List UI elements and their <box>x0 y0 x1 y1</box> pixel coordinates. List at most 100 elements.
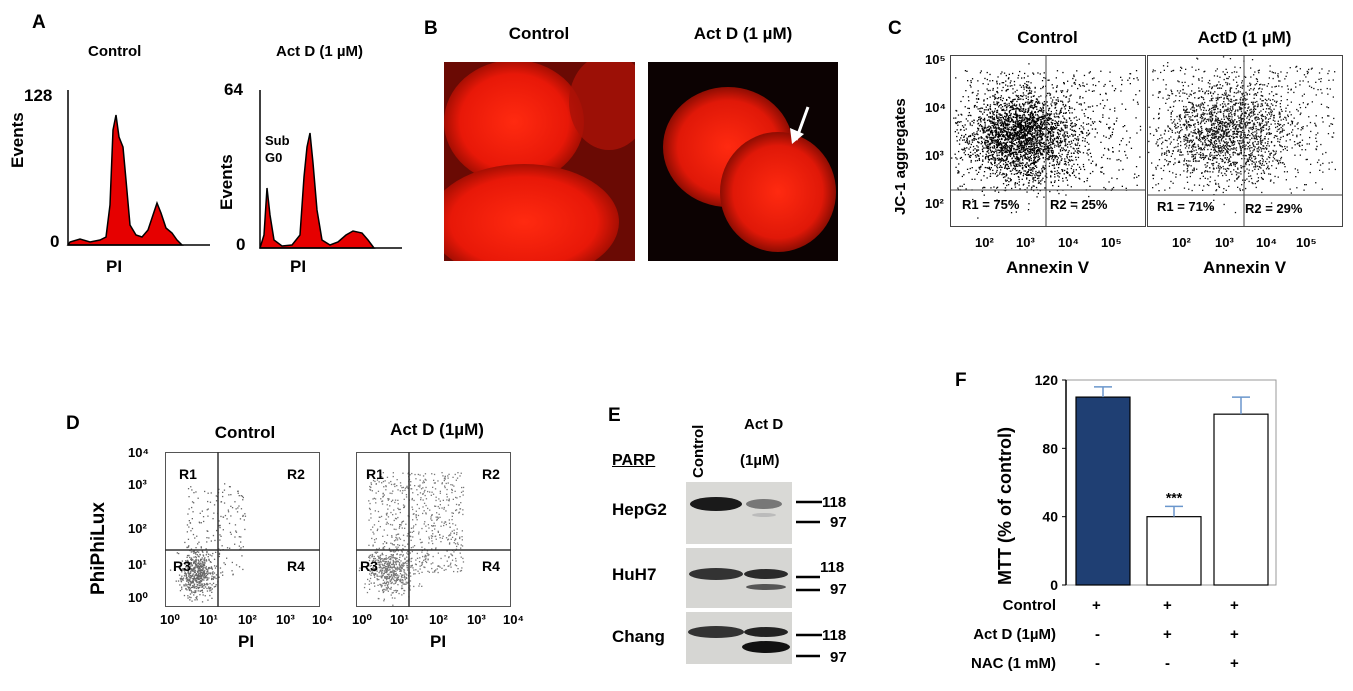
panel-e-blot-chang <box>686 612 792 664</box>
panel-c-control-xtick: 10⁴ <box>1058 235 1079 250</box>
panel-f-cell: + <box>1230 655 1239 672</box>
control-nucleus-1 <box>444 62 584 184</box>
panel-d-control-r2: R2 <box>287 466 305 482</box>
panel-a-control-ymin: 0 <box>50 232 60 251</box>
marker-118: 118 <box>822 627 846 644</box>
panel-e-blot-huh7 <box>686 548 792 608</box>
panel-a-control-ymax: 128 <box>24 86 53 105</box>
panel-b-actd-micrograph <box>648 62 838 261</box>
control-nucleus-2 <box>444 164 619 261</box>
panel-b-control-title: Control <box>508 24 570 43</box>
panel-c-control-xlabel: Annexin V <box>1005 258 1090 277</box>
panel-d-control-xtick: 10¹ <box>199 612 218 627</box>
panel-d-control-title: Control <box>214 423 276 442</box>
panel-b-control-micrograph <box>444 62 635 261</box>
bar <box>1146 516 1202 586</box>
panel-d-control-r3: R3 <box>173 558 191 574</box>
panel-c-ytick: 10⁵ <box>925 52 946 67</box>
actd-cell-cycle-histogram <box>258 132 376 249</box>
panel-d-control-xtick: 10⁴ <box>312 612 333 627</box>
panel-b-label: B <box>424 18 438 39</box>
panel-f-cell: + <box>1163 626 1172 643</box>
actd-event-cloud <box>1148 56 1336 214</box>
bar <box>1075 396 1131 586</box>
panel-a-control-ylabel: Events <box>8 112 27 168</box>
marker-97: 97 <box>830 581 847 598</box>
control-event-cloud <box>951 63 1142 219</box>
panel-f-cond-nac: NAC (1 mM) <box>971 655 1056 672</box>
panel-c-actd-plot: R1 = 71% R2 = 29% <box>1147 55 1343 227</box>
panel-f-ylabel: MTT (% of control) <box>995 427 1015 585</box>
panel-c-ylabel: JC-1 aggregates <box>892 98 909 215</box>
panel-f-cell: + <box>1092 597 1101 614</box>
panel-f-cond-control: Control <box>1002 597 1056 614</box>
panel-a-actd-histogram <box>258 90 402 249</box>
panel-c-actd-title: ActD (1 µM) <box>1197 28 1292 47</box>
panel-c-control-xtick: 10² <box>975 235 994 250</box>
marker-118: 118 <box>822 494 846 511</box>
panel-d-control-xtick: 10² <box>238 612 257 627</box>
panel-e-col-actd-line1: Act D <box>744 416 784 433</box>
panel-f-label: F <box>955 370 967 391</box>
panel-a-actd-ymax: 64 <box>224 80 243 99</box>
panel-d-ytick: 10⁰ <box>128 590 148 605</box>
panel-c-label: C <box>888 18 902 39</box>
panel-c-ytick: 10² <box>925 196 944 211</box>
panel-d-control-xlabel: PI <box>238 632 255 651</box>
panel-a-control-histogram <box>66 90 210 246</box>
panel-c-control-xtick: 10⁵ <box>1101 235 1122 250</box>
panel-d-actd-r2: R2 <box>482 466 500 482</box>
panel-a-actd-xlabel: PI <box>290 257 307 276</box>
panel-c-control-r1: R1 = 75% <box>962 197 1020 212</box>
panel-d-control-plot: R1 R2 R3 R4 <box>165 452 320 607</box>
panel-d-actd-xtick: 10¹ <box>390 612 409 627</box>
panel-d-control-xtick: 10⁰ <box>160 612 180 627</box>
panel-d-actd-r4: R4 <box>482 558 500 574</box>
panel-a-control-xlabel: PI <box>106 257 123 276</box>
panel-c-ytick: 10⁴ <box>925 100 946 115</box>
panel-f-cell: + <box>1230 626 1239 643</box>
marker-97: 97 <box>830 649 847 665</box>
panel-d-actd-xtick: 10² <box>429 612 448 627</box>
actd-nucleus-2 <box>720 132 836 252</box>
panel-a-subg0-line2: G0 <box>265 150 283 165</box>
significance-marker: *** <box>1166 489 1183 505</box>
panel-c-control-xtick: 10³ <box>1016 235 1035 250</box>
y-tick-label: 120 <box>1035 372 1059 388</box>
panel-d-label: D <box>66 413 80 434</box>
panel-d-actd-xlabel: PI <box>430 632 447 651</box>
panel-e-header: PARP <box>612 452 656 469</box>
y-tick-label: 40 <box>1042 509 1058 525</box>
panel-d-control-r1: R1 <box>179 466 197 482</box>
marker-118: 118 <box>820 559 844 576</box>
panel-d-actd-title: Act D (1µM) <box>390 420 484 439</box>
panel-d-ytick: 10⁴ <box>128 445 149 460</box>
marker-97: 97 <box>830 514 847 531</box>
panel-c-actd-xlabel: Annexin V <box>1202 258 1287 277</box>
panel-d-actd-r1: R1 <box>366 466 384 482</box>
panel-f-cond-actd: Act D (1µM) <box>973 626 1056 643</box>
panel-d-ylabel: PhiPhiLux <box>88 502 109 595</box>
panel-a-subg0-line1: Sub <box>265 133 290 148</box>
y-tick-label: 80 <box>1042 440 1058 456</box>
panel-c-actd-xtick: 10⁴ <box>1256 235 1277 250</box>
panel-c-control-plot: R1 = 75% R2 = 25% <box>950 55 1146 227</box>
panel-e-row-chang: Chang <box>612 627 665 646</box>
panel-c-control-title: Control <box>1017 28 1078 47</box>
panel-d-ytick: 10³ <box>128 477 147 492</box>
panel-e-col-control: Control <box>690 424 707 478</box>
panel-d-control-xtick: 10³ <box>276 612 295 627</box>
panel-e-markers: 118 97 118 97 118 97 <box>796 494 847 665</box>
panel-f-cell: - <box>1165 655 1170 672</box>
panel-f-cell: + <box>1230 597 1239 614</box>
panel-c-actd-xtick: 10³ <box>1215 235 1234 250</box>
y-tick-label: 0 <box>1050 577 1058 592</box>
control-event-cloud <box>169 483 247 603</box>
panel-d-ytick: 10¹ <box>128 557 147 572</box>
panel-b-actd-title: Act D (1 µM) <box>693 24 793 43</box>
panel-e-row-hepg2: HepG2 <box>612 500 667 519</box>
panel-e-row-huh7: HuH7 <box>612 565 657 584</box>
panel-f-bar-chart: 0 40 80 120 *** <box>1035 372 1277 592</box>
panel-f-cell: - <box>1095 626 1100 643</box>
panel-c-ytick: 10³ <box>925 148 944 163</box>
